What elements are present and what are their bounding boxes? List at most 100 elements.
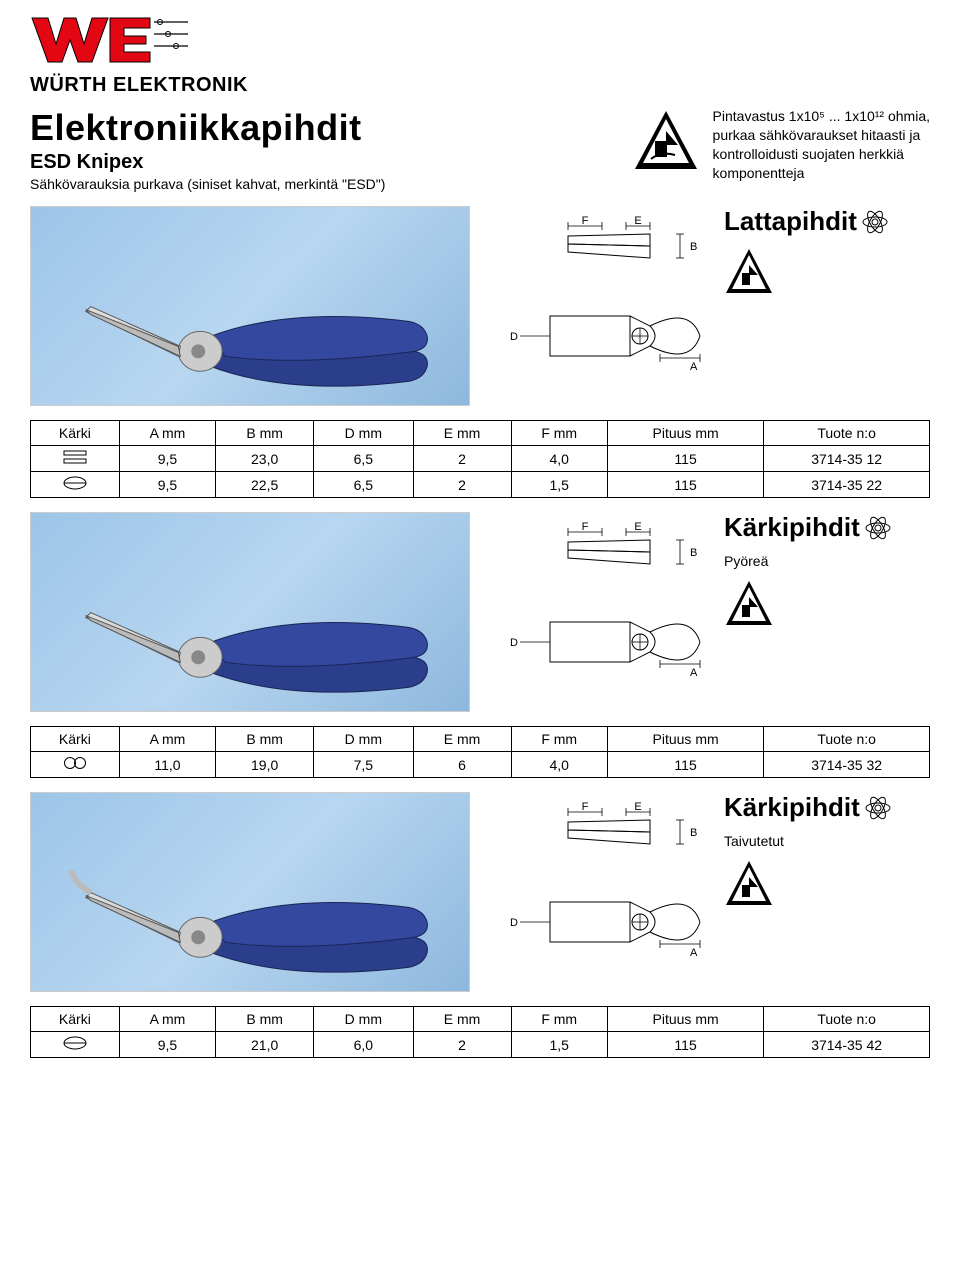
cell-b: 22,5: [216, 472, 314, 498]
th-b: B mm: [216, 1007, 314, 1032]
table-row: 9,5 23,0 6,5 2 4,0 115 3714-35 12: [31, 446, 930, 472]
section-karkipihdit-bent: Kärkipihdit Taivutetut Kärki A mm B mm D…: [30, 792, 930, 1058]
spec-table-1: Kärki A mm B mm D mm E mm F mm Pituus mm…: [30, 420, 930, 498]
cell-e: 2: [413, 1032, 511, 1058]
product-photo-3: [30, 792, 470, 992]
cell-d: 6,5: [314, 472, 413, 498]
cell-f: 4,0: [511, 446, 607, 472]
resist-line1: Pintavastus 1x10⁵ ... 1x10¹² ohmia,: [713, 107, 930, 126]
th-prod: Tuote n:o: [764, 727, 930, 752]
page-subtitle: ESD Knipex: [30, 151, 385, 174]
th-e: E mm: [413, 727, 511, 752]
esd-icon-small: [724, 859, 774, 909]
we-logo: [30, 10, 190, 70]
cell-a: 9,5: [119, 1032, 215, 1058]
cell-d: 7,5: [314, 752, 413, 778]
cell-prod: 3714-35 42: [764, 1032, 930, 1058]
tbody-3: 9,5 21,0 6,0 2 1,5 115 3714-35 42: [31, 1032, 930, 1058]
section-title-text-1: Lattapihdit: [724, 206, 857, 237]
section-karkipihdit-round: Kärkipihdit Pyöreä Kärki A mm B mm D mm …: [30, 512, 930, 778]
tbody-1: 9,5 23,0 6,5 2 4,0 115 3714-35 12 9,5 22…: [31, 446, 930, 498]
header-right-text: Pintavastus 1x10⁵ ... 1x10¹² ohmia, purk…: [713, 107, 930, 183]
th-a: A mm: [119, 1007, 215, 1032]
section-title-3: Kärkipihdit: [724, 792, 892, 823]
product-photo-1: [30, 206, 470, 406]
th-d: D mm: [314, 1007, 413, 1032]
th-tip: Kärki: [31, 727, 120, 752]
cell-tip: [31, 752, 120, 778]
cell-len: 115: [607, 446, 763, 472]
header-left: Elektroniikkapihdit ESD Knipex Sähkövara…: [30, 107, 385, 192]
product-photo-2: [30, 512, 470, 712]
spec-table-2: Kärki A mm B mm D mm E mm F mm Pituus mm…: [30, 726, 930, 778]
cell-a: 9,5: [119, 472, 215, 498]
cell-e: 6: [413, 752, 511, 778]
th-tip: Kärki: [31, 1007, 120, 1032]
th-len: Pituus mm: [607, 421, 763, 446]
th-prod: Tuote n:o: [764, 421, 930, 446]
th-len: Pituus mm: [607, 727, 763, 752]
cell-e: 2: [413, 472, 511, 498]
section-title-text-2: Kärkipihdit: [724, 512, 860, 543]
resist-line2: purkaa sähkövaraukset hitaasti ja: [713, 126, 930, 145]
section-lattapihdit: Lattapihdit Kärki A mm B mm D mm E mm F …: [30, 206, 930, 498]
th-d: D mm: [314, 421, 413, 446]
th-a: A mm: [119, 727, 215, 752]
brand-text: WÜRTH ELEKTRONIK: [30, 74, 930, 97]
th-b: B mm: [216, 727, 314, 752]
dimension-diagram-1: [490, 206, 710, 406]
resist-line3: kontrolloidusti suojaten herkkiä: [713, 145, 930, 164]
cell-f: 1,5: [511, 1032, 607, 1058]
spec-table-3: Kärki A mm B mm D mm E mm F mm Pituus mm…: [30, 1006, 930, 1058]
th-e: E mm: [413, 1007, 511, 1032]
dimension-diagram-2: [490, 512, 710, 712]
section-sub-2: Pyöreä: [724, 553, 768, 569]
th-len: Pituus mm: [607, 1007, 763, 1032]
cell-d: 6,5: [314, 446, 413, 472]
esd-icon-small: [724, 579, 774, 629]
esd-icon-small: [724, 247, 774, 297]
tbody-2: 11,0 19,0 7,5 6 4,0 115 3714-35 32: [31, 752, 930, 778]
section-title-text-3: Kärkipihdit: [724, 792, 860, 823]
th-a: A mm: [119, 421, 215, 446]
header-icons: Pintavastus 1x10⁵ ... 1x10¹² ohmia, purk…: [631, 107, 930, 192]
page-title: Elektroniikkapihdit: [30, 107, 385, 149]
table-row: 9,5 21,0 6,0 2 1,5 115 3714-35 42: [31, 1032, 930, 1058]
th-tip: Kärki: [31, 421, 120, 446]
th-f: F mm: [511, 421, 607, 446]
cell-f: 4,0: [511, 752, 607, 778]
cell-tip: [31, 446, 120, 472]
cell-b: 19,0: [216, 752, 314, 778]
resist-line4: komponentteja: [713, 164, 930, 183]
section-title-2: Kärkipihdit: [724, 512, 892, 543]
header: Elektroniikkapihdit ESD Knipex Sähkövara…: [30, 107, 930, 192]
table-row: 11,0 19,0 7,5 6 4,0 115 3714-35 32: [31, 752, 930, 778]
cell-prod: 3714-35 32: [764, 752, 930, 778]
atom-icon: [864, 794, 892, 822]
cell-prod: 3714-35 22: [764, 472, 930, 498]
page-desc: Sähkövarauksia purkava (siniset kahvat, …: [30, 176, 385, 192]
cell-tip: [31, 1032, 120, 1058]
dimension-diagram-3: [490, 792, 710, 992]
th-prod: Tuote n:o: [764, 1007, 930, 1032]
cell-d: 6,0: [314, 1032, 413, 1058]
esd-triangle-icon: [631, 107, 701, 177]
th-d: D mm: [314, 727, 413, 752]
section-title-1: Lattapihdit: [724, 206, 889, 237]
cell-len: 115: [607, 472, 763, 498]
cell-tip: [31, 472, 120, 498]
atom-icon: [861, 208, 889, 236]
cell-b: 23,0: [216, 446, 314, 472]
cell-a: 11,0: [119, 752, 215, 778]
cell-f: 1,5: [511, 472, 607, 498]
cell-prod: 3714-35 12: [764, 446, 930, 472]
section-sub-3: Taivutetut: [724, 833, 784, 849]
cell-len: 115: [607, 1032, 763, 1058]
th-b: B mm: [216, 421, 314, 446]
table-row: 9,5 22,5 6,5 2 1,5 115 3714-35 22: [31, 472, 930, 498]
cell-len: 115: [607, 752, 763, 778]
th-e: E mm: [413, 421, 511, 446]
th-f: F mm: [511, 727, 607, 752]
cell-e: 2: [413, 446, 511, 472]
logo-row: [30, 10, 930, 70]
